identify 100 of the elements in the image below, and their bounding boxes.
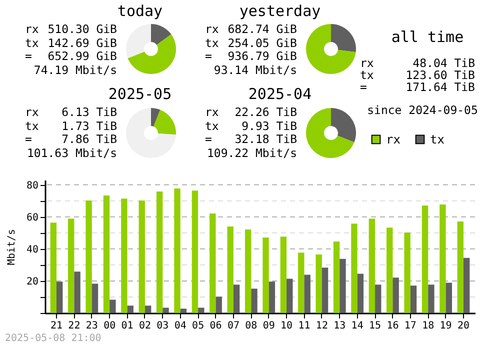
text: rx 510.30 GiB [25, 22, 117, 36]
text: tx 1.73 TiB [25, 118, 117, 132]
bar [68, 218, 74, 313]
chart-title: today [117, 2, 163, 20]
text: 101.63 Mbit/s [26, 146, 117, 160]
x-tick-label: 19 [440, 320, 452, 332]
text: tx 123.60 TiB [360, 68, 475, 82]
bar [322, 268, 328, 313]
bar [457, 222, 464, 313]
chart-title: 2025-04 [247, 85, 313, 103]
bar [103, 196, 110, 313]
bar [298, 252, 304, 313]
x-tick-label: 15 [368, 320, 382, 332]
text: 74.19 Mbit/s [32, 62, 117, 76]
donut-slice [128, 34, 176, 74]
text: since 2024-09-05 [366, 103, 479, 117]
text: tx 254.05 GiB [205, 36, 297, 50]
legend-label: rx [386, 132, 400, 146]
donut-slice [151, 24, 172, 45]
x-tick-label: 03 [156, 320, 169, 332]
bar [216, 296, 222, 313]
x-tick-label: 02 [138, 320, 152, 332]
bar [156, 192, 163, 313]
text: tx 142.69 GiB [25, 36, 117, 50]
text: = 652.99 GiB [25, 49, 117, 63]
x-tick-label: 11 [298, 320, 310, 332]
bar [410, 286, 417, 313]
bar [56, 282, 63, 313]
x-tick-label: 04 [174, 320, 186, 332]
bar [340, 258, 346, 313]
bar [368, 218, 376, 313]
bar [428, 284, 434, 313]
bar [286, 278, 293, 313]
text: tx 9.93 TiB [205, 118, 297, 132]
bar [386, 228, 393, 313]
bar [174, 188, 180, 313]
x-tick-label: 07 [227, 320, 240, 332]
bar [74, 272, 80, 313]
bar [162, 308, 169, 313]
chart-title: yesterday [238, 2, 322, 20]
x-tick-label: 17 [404, 320, 416, 332]
x-tick-label: 08 [245, 320, 258, 332]
y-tick-label: 80 [26, 180, 38, 192]
bar [268, 282, 276, 313]
donut-slice [126, 24, 151, 58]
x-tick-label: 22 [68, 320, 80, 332]
bar [464, 258, 470, 313]
donut-slice [126, 108, 176, 158]
bar [422, 205, 428, 313]
bar [333, 242, 340, 313]
x-tick-label: 05 [192, 320, 204, 332]
bar [144, 306, 152, 313]
text: 93.14 Mbit/s [212, 62, 297, 76]
text: rx 22.26 TiB [205, 105, 297, 119]
donut-slice [331, 24, 356, 52]
bar [192, 190, 198, 313]
bar [440, 204, 446, 313]
bar [138, 200, 145, 313]
x-tick-label: 14 [351, 320, 364, 332]
bar [198, 308, 204, 313]
text: = 7.86 TiB [25, 132, 117, 146]
text: rx 682.74 GiB [205, 22, 297, 36]
bar [92, 284, 98, 313]
bar [110, 300, 116, 313]
y-axis-title: Mbit/s [6, 228, 18, 266]
x-tick-label: 01 [121, 320, 134, 332]
donut-slice [306, 108, 354, 158]
x-tick-label: 21 [50, 320, 63, 332]
bar [180, 308, 187, 313]
donut-slice [154, 110, 176, 135]
text: = 32.18 TiB [205, 132, 297, 146]
bar [210, 213, 216, 313]
x-tick-label: 10 [280, 320, 293, 332]
bar [227, 226, 234, 313]
donut-slice [331, 108, 356, 142]
bar [121, 198, 128, 313]
bar [262, 238, 269, 313]
donut-slice [151, 108, 160, 126]
bar [304, 274, 310, 313]
text: = 171.64 TiB [360, 80, 475, 94]
text: 2025-05-08 21:00 [5, 333, 102, 344]
text: all time [390, 28, 465, 46]
legend-label: tx [430, 132, 444, 146]
bar [351, 224, 358, 313]
bar [316, 254, 322, 313]
bar [50, 222, 56, 313]
x-tick-label: 20 [457, 320, 470, 332]
x-tick-label: 13 [334, 320, 346, 332]
x-tick-label: 12 [316, 320, 328, 332]
donut-slice [306, 24, 356, 74]
text: rx 6.13 TiB [25, 105, 117, 119]
bar [357, 274, 364, 313]
text: 109.22 Mbit/s [206, 146, 297, 160]
x-tick-label: 06 [210, 320, 222, 332]
bar [392, 278, 399, 313]
x-tick-label: 16 [386, 320, 399, 332]
y-tick-label: 40 [26, 244, 38, 256]
bar [446, 282, 452, 313]
text: = 936.79 GiB [205, 49, 297, 63]
x-tick-label: 23 [86, 320, 98, 332]
